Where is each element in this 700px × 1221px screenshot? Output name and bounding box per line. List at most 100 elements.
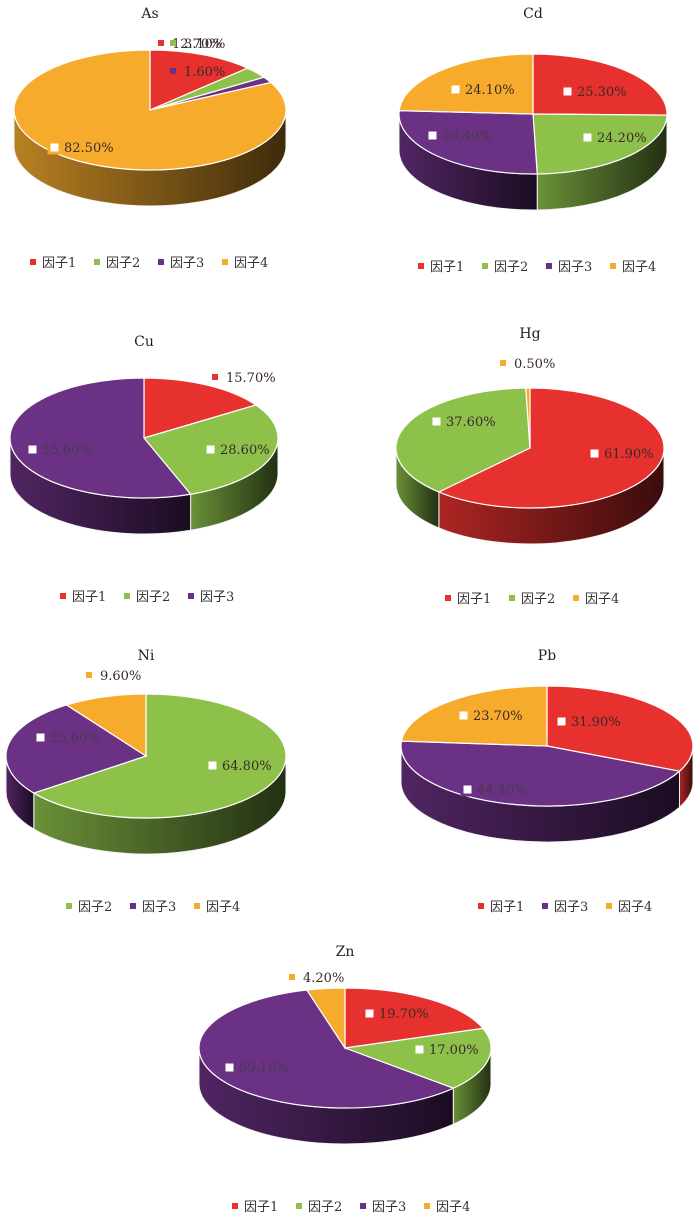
legend-swatch-factor4 — [606, 903, 612, 909]
pie-slice-factor3 — [9, 377, 192, 499]
legend-swatch-factor4 — [573, 595, 579, 601]
legend-swatch-factor1 — [418, 263, 424, 269]
pie-chart-cu: Cu 15.70% 28.60% 55.60% 因子1 因子2 因子3 — [9, 334, 279, 605]
legend-entry-factor1: 因子1 — [42, 256, 76, 271]
label-marker — [425, 128, 440, 143]
label-marker — [212, 374, 218, 380]
chart-title: Cd — [523, 6, 543, 22]
label-marker — [460, 782, 475, 797]
pie-slice-factor1 — [546, 685, 694, 772]
legend-swatch-factor1 — [30, 259, 36, 265]
pie-slice-factor1 — [532, 53, 668, 116]
legend-entry-factor1: 因子1 — [72, 590, 106, 605]
pie-chart-zn: Zn 19.70% 17.00% 59.10% 4.20% 因子1 因子2 因子3 因子4 — [198, 944, 492, 1215]
pie-chart-cd: Cd 25.30% 24.20% 26.40% 24.10% 因子1 因子2 因子3 因子4 — [398, 6, 668, 275]
legend-entry-factor4: 因子4 — [436, 1200, 470, 1215]
legend-entry-factor4: 因子4 — [585, 592, 619, 607]
pie-chart-hg: Hg 61.90% 37.60% 0.50% 因子1 因子2 因子4 — [395, 326, 665, 607]
label-marker — [25, 442, 40, 457]
label-marker — [412, 1042, 427, 1057]
data-label-factor2: 28.60% — [220, 443, 270, 458]
legend-entry-factor3: 因子3 — [200, 590, 234, 605]
label-marker — [170, 40, 176, 46]
data-label-factor3: 59.10% — [239, 1061, 289, 1076]
data-label-factor3: 44.40% — [477, 783, 527, 798]
legend-swatch-factor2 — [66, 903, 72, 909]
legend-entry-factor4: 因子4 — [622, 260, 656, 275]
label-marker — [456, 708, 471, 723]
data-label-factor4: 4.20% — [303, 971, 344, 986]
pie-chart-ni: Ni 64.80% 25.60% 9.60% 因子2 因子3 因子4 — [5, 648, 287, 915]
pie-slice-factor3 — [198, 989, 455, 1109]
legend-entry-factor2: 因子2 — [136, 590, 170, 605]
legend-swatch-factor3 — [188, 593, 194, 599]
label-marker — [205, 758, 220, 773]
pie-slice-factor4 — [65, 693, 147, 758]
data-label-factor1: 31.90% — [571, 715, 621, 730]
pie-slice-factor4 — [525, 387, 531, 449]
pie-slice-factor1 — [143, 377, 258, 439]
pie-slice-factor3 — [5, 704, 148, 794]
legend-swatch-factor4 — [194, 903, 200, 909]
label-marker — [500, 360, 506, 366]
pie-chart-pb: Pb 31.90% 44.40% 23.70% 因子1 因子3 因子4 — [400, 648, 694, 915]
data-label-factor3: 25.60% — [50, 731, 100, 746]
legend-swatch-factor2 — [124, 593, 130, 599]
legend-swatch-factor4 — [222, 259, 228, 265]
label-marker — [429, 414, 444, 429]
pie-slice-factor1 — [437, 387, 665, 509]
pie-slice-factor4 — [398, 53, 534, 115]
legend-swatch-factor2 — [509, 595, 515, 601]
pie-slice-factor1 — [149, 49, 249, 111]
legend-swatch-factor3 — [158, 259, 164, 265]
label-marker — [560, 84, 575, 99]
legend-swatch-factor2 — [94, 259, 100, 265]
pie-slice-factor2 — [344, 1027, 492, 1089]
legend-entry-factor4: 因子4 — [234, 256, 268, 271]
data-label-factor2: 24.20% — [597, 131, 647, 146]
label-marker — [587, 446, 602, 461]
legend-swatch-factor3 — [360, 1203, 366, 1209]
pie-slice-factor2 — [32, 693, 287, 819]
legend-entry-factor1: 因子1 — [490, 900, 524, 915]
legend-entry-factor2: 因子2 — [106, 256, 140, 271]
pie-slice-factor2 — [395, 387, 531, 493]
legend-entry-factor2: 因子2 — [521, 592, 555, 607]
pie-slice-factor3 — [398, 109, 538, 175]
legend-swatch-factor4 — [424, 1203, 430, 1209]
data-label-factor1: 15.70% — [226, 371, 276, 386]
label-marker — [448, 82, 463, 97]
pie-slice-factor4 — [13, 49, 287, 171]
data-label-factor4: 24.10% — [465, 83, 515, 98]
pie-slice-factor4 — [400, 685, 548, 747]
label-marker — [47, 140, 62, 155]
legend-entry-factor4: 因子4 — [206, 900, 240, 915]
data-label-factor4: 9.60% — [100, 669, 141, 684]
legend-entry-factor3: 因子3 — [554, 900, 588, 915]
chart-title: As — [140, 6, 158, 22]
label-marker — [86, 672, 92, 678]
legend-entry-factor1: 因子1 — [457, 592, 491, 607]
label-marker — [289, 974, 295, 980]
legend-swatch-factor1 — [60, 593, 66, 599]
legend-entry-factor2: 因子2 — [308, 1200, 342, 1215]
label-marker — [362, 1006, 377, 1021]
data-label-factor2: 37.60% — [446, 415, 496, 430]
legend-swatch-factor3 — [546, 263, 552, 269]
pie-slice-factor2 — [532, 113, 668, 175]
data-label-factor4: 23.70% — [473, 709, 523, 724]
data-label-factor4: 0.50% — [514, 357, 555, 372]
legend-swatch-factor1 — [232, 1203, 238, 1209]
legend-swatch-factor3 — [130, 903, 136, 909]
legend-entry-factor4: 因子4 — [618, 900, 652, 915]
label-marker — [554, 714, 569, 729]
chart-title: Hg — [519, 326, 540, 342]
legend-swatch-factor2 — [482, 263, 488, 269]
chart-title: Pb — [538, 648, 556, 664]
data-label-factor1: 61.90% — [604, 447, 654, 462]
label-marker — [158, 40, 164, 46]
legend-entry-factor3: 因子3 — [170, 256, 204, 271]
data-label-factor3: 55.60% — [42, 443, 92, 458]
label-marker — [33, 730, 48, 745]
